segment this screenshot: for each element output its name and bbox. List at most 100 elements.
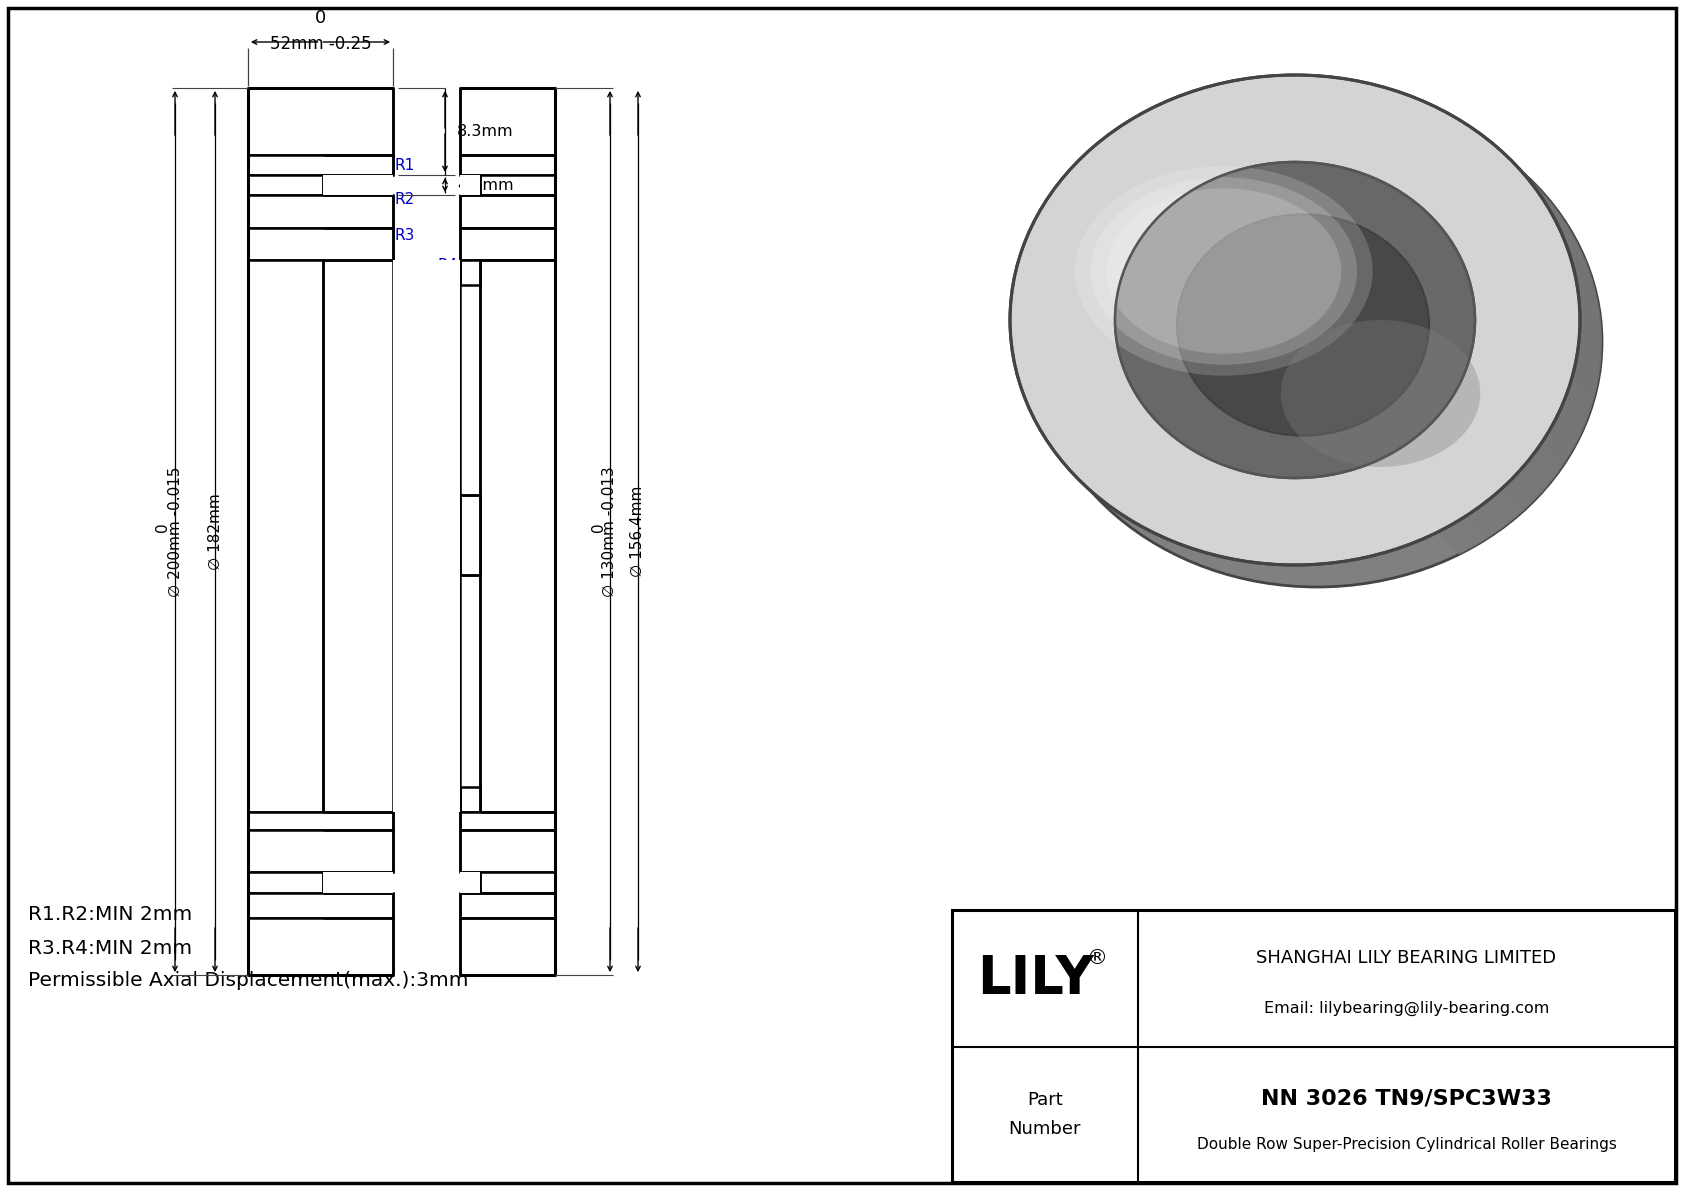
Bar xyxy=(480,175,556,195)
Polygon shape xyxy=(1580,313,1601,345)
Bar xyxy=(248,812,392,830)
Bar xyxy=(248,175,323,195)
Polygon shape xyxy=(1534,444,1563,474)
Polygon shape xyxy=(1204,85,1236,110)
Bar xyxy=(480,260,556,812)
Bar xyxy=(460,893,556,918)
Polygon shape xyxy=(1563,237,1590,268)
Ellipse shape xyxy=(1282,320,1480,467)
Polygon shape xyxy=(1349,80,1383,104)
Polygon shape xyxy=(1576,353,1600,384)
Polygon shape xyxy=(1546,426,1573,457)
Text: R4: R4 xyxy=(438,257,458,273)
Polygon shape xyxy=(1573,266,1596,297)
Text: 52mm -0.25: 52mm -0.25 xyxy=(269,35,370,54)
Text: Double Row Super-Precision Cylindrical Roller Bearings: Double Row Super-Precision Cylindrical R… xyxy=(1197,1136,1617,1152)
Polygon shape xyxy=(1559,229,1585,260)
Text: 0: 0 xyxy=(155,522,170,531)
Polygon shape xyxy=(1526,177,1554,207)
Polygon shape xyxy=(1497,148,1527,176)
Bar xyxy=(460,812,556,830)
Polygon shape xyxy=(1484,497,1514,525)
Text: Email: lilybearing@lily-bearing.com: Email: lilybearing@lily-bearing.com xyxy=(1263,1002,1549,1016)
Polygon shape xyxy=(1327,76,1361,100)
Polygon shape xyxy=(1573,362,1598,393)
Polygon shape xyxy=(1554,219,1581,250)
Polygon shape xyxy=(1361,81,1393,106)
Text: 4.5mm: 4.5mm xyxy=(456,177,514,193)
Ellipse shape xyxy=(1177,214,1430,436)
Polygon shape xyxy=(1529,453,1558,482)
Polygon shape xyxy=(1578,343,1601,374)
Polygon shape xyxy=(1162,99,1194,125)
Polygon shape xyxy=(1447,522,1479,549)
Polygon shape xyxy=(1457,516,1489,544)
Polygon shape xyxy=(1248,77,1282,100)
Text: R1: R1 xyxy=(396,157,416,173)
Polygon shape xyxy=(1500,484,1529,512)
Text: SHANGHAI LILY BEARING LIMITED: SHANGHAI LILY BEARING LIMITED xyxy=(1256,949,1556,967)
Bar xyxy=(460,918,556,975)
Polygon shape xyxy=(1305,75,1337,98)
Bar xyxy=(248,227,392,260)
Bar xyxy=(480,872,556,893)
Polygon shape xyxy=(1214,82,1248,107)
Text: Permissible Axial Displacement(max.):3mm: Permissible Axial Displacement(max.):3mm xyxy=(29,971,468,990)
Bar xyxy=(248,872,323,893)
Polygon shape xyxy=(1236,79,1270,102)
Text: R3: R3 xyxy=(396,229,416,243)
Polygon shape xyxy=(1293,75,1327,98)
Polygon shape xyxy=(1472,127,1502,156)
Bar xyxy=(248,918,392,975)
Bar xyxy=(460,787,480,812)
Text: 0: 0 xyxy=(591,522,606,531)
Bar xyxy=(460,227,556,260)
Ellipse shape xyxy=(1091,177,1357,364)
Polygon shape xyxy=(1475,504,1505,532)
Bar xyxy=(248,260,323,812)
Polygon shape xyxy=(1425,101,1457,129)
Polygon shape xyxy=(1516,468,1544,498)
Polygon shape xyxy=(1532,185,1561,216)
Text: 0: 0 xyxy=(315,10,327,27)
Text: ∅ 156.4mm: ∅ 156.4mm xyxy=(630,486,645,578)
Ellipse shape xyxy=(1032,96,1601,587)
Text: 8.3mm: 8.3mm xyxy=(456,124,514,138)
Polygon shape xyxy=(1383,87,1415,112)
Bar xyxy=(248,830,392,872)
Text: Part
Number: Part Number xyxy=(1009,1091,1081,1139)
Bar xyxy=(248,155,392,175)
Polygon shape xyxy=(1182,91,1216,117)
Polygon shape xyxy=(1489,141,1519,169)
Bar xyxy=(248,893,392,918)
Bar xyxy=(248,88,392,155)
Text: NN 3026 TN9/SPC3W33: NN 3026 TN9/SPC3W33 xyxy=(1261,1089,1553,1109)
Polygon shape xyxy=(1561,400,1586,431)
Polygon shape xyxy=(1575,275,1600,306)
Polygon shape xyxy=(1435,106,1467,133)
Polygon shape xyxy=(1519,169,1549,199)
Ellipse shape xyxy=(1115,162,1475,478)
Polygon shape xyxy=(1580,323,1601,355)
Polygon shape xyxy=(1282,75,1315,98)
Text: R2: R2 xyxy=(396,193,416,207)
Bar xyxy=(460,872,480,893)
Polygon shape xyxy=(1260,76,1293,99)
Polygon shape xyxy=(1371,85,1404,108)
Polygon shape xyxy=(1512,162,1541,192)
Polygon shape xyxy=(1541,436,1568,466)
Polygon shape xyxy=(1569,256,1595,287)
Polygon shape xyxy=(1465,510,1497,538)
Bar xyxy=(323,872,392,893)
Polygon shape xyxy=(1270,75,1303,98)
Text: ∅ 182mm: ∅ 182mm xyxy=(207,493,222,569)
Bar xyxy=(392,260,460,812)
Polygon shape xyxy=(1404,94,1436,119)
Bar xyxy=(460,495,480,575)
Bar xyxy=(460,155,556,175)
Polygon shape xyxy=(1415,98,1447,124)
Text: LILY: LILY xyxy=(977,953,1093,1004)
Polygon shape xyxy=(1339,77,1371,101)
Bar xyxy=(460,175,480,195)
Text: R1.R2:MIN 2mm: R1.R2:MIN 2mm xyxy=(29,905,192,924)
